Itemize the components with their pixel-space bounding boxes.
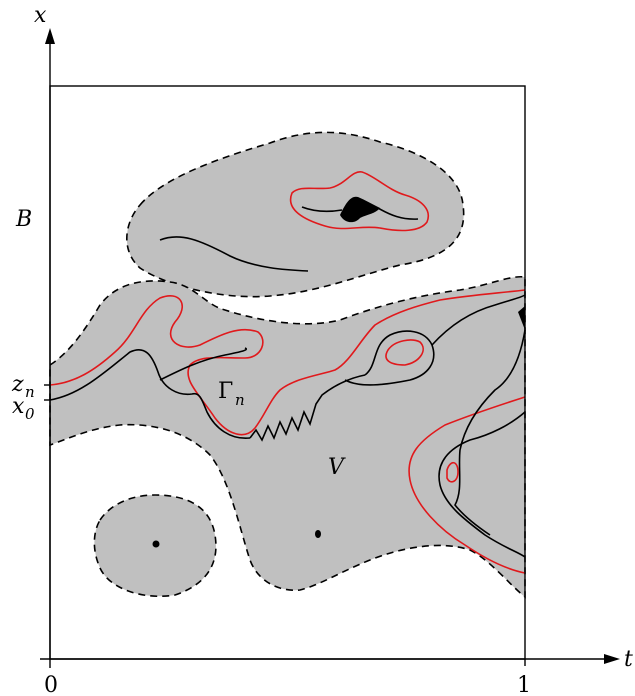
- x-axis-arrow: [45, 28, 55, 44]
- gamma-sub: n: [235, 391, 245, 409]
- black-right-inner: [454, 329, 526, 536]
- main-blob-region: [49, 275, 526, 599]
- black-curve-inner-loop: [159, 347, 247, 381]
- tick-label-0: 0: [44, 673, 58, 696]
- red-small-loop: [385, 339, 424, 366]
- gamma-base: Γ: [218, 379, 233, 404]
- black-spot-upper: [340, 196, 380, 223]
- x-0-sub: 0: [25, 405, 35, 423]
- dot-center: [315, 530, 321, 538]
- upper-left-black-curve: [159, 236, 309, 272]
- upper-black-curve: [301, 206, 419, 220]
- x-0-base: x: [12, 394, 25, 419]
- label-B: B: [15, 207, 32, 232]
- black-spot-right-edge: [518, 306, 525, 330]
- t-axis-arrow: [604, 654, 620, 664]
- black-curve-x-0: [49, 348, 251, 439]
- z-n-sub: n: [25, 383, 35, 401]
- x-axis-label: x: [34, 3, 47, 28]
- upper-blob-region: [126, 131, 465, 298]
- z-n-base: z: [11, 372, 24, 397]
- t-axis-label: t: [624, 647, 633, 672]
- tick-label-1: 1: [517, 673, 531, 696]
- label-gamma-n: Γ n: [218, 379, 245, 409]
- dot-left: [152, 540, 160, 548]
- label-V: V: [328, 455, 346, 480]
- label-z-n: z n: [11, 372, 35, 401]
- upper-red-loop: [289, 171, 429, 232]
- red-right-curve: [408, 396, 526, 574]
- red-curve-z-n: [49, 289, 526, 436]
- black-wiggly-gamma: [249, 374, 366, 442]
- black-right-curve: [438, 411, 526, 558]
- red-tiny-loop: [446, 461, 459, 483]
- black-curve-to-right-edge: [431, 294, 526, 346]
- label-x-0: x 0: [12, 394, 35, 423]
- black-loop-right: [344, 330, 435, 386]
